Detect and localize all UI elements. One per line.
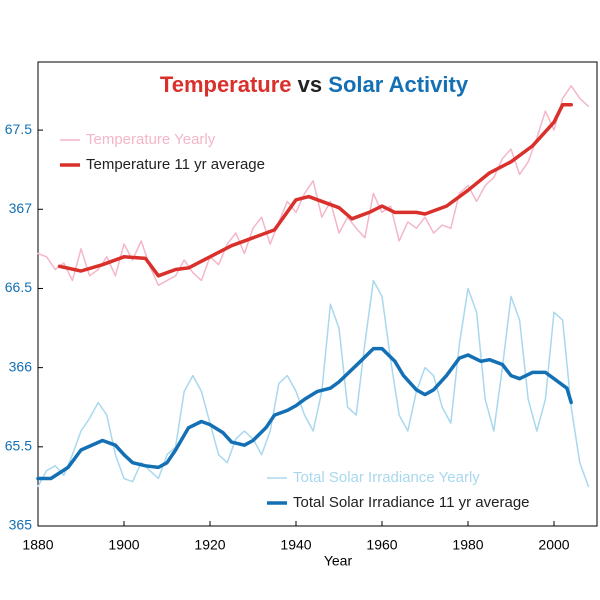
y-tick-label: 67.5 xyxy=(5,121,32,137)
x-tick-label: 1880 xyxy=(22,537,53,553)
series-line xyxy=(37,85,590,287)
y-tick-label: 65.5 xyxy=(5,438,32,454)
title-part: Temperature xyxy=(160,72,292,97)
y-tick-label: 367 xyxy=(9,200,33,216)
x-tick-label: 1900 xyxy=(108,537,139,553)
x-tick-label: 2000 xyxy=(538,537,569,553)
series-line xyxy=(36,346,573,481)
legend-label: Temperature 11 yr average xyxy=(86,156,265,173)
x-tick-label: 1980 xyxy=(452,537,483,553)
series-line xyxy=(37,279,590,488)
title-part: Solar Activity xyxy=(328,72,469,97)
title-part: vs xyxy=(298,72,322,97)
chart-title: Temperature vs Solar Activity xyxy=(160,72,469,97)
legend-label: Total Solar Irradiance 11 yr average xyxy=(293,494,530,511)
y-tick-label: 66.5 xyxy=(5,279,32,295)
x-tick-label: 1940 xyxy=(280,537,311,553)
legend-label: Temperature Yearly xyxy=(86,131,216,148)
x-tick-label: 1920 xyxy=(194,537,225,553)
x-tick-label: 1960 xyxy=(366,537,397,553)
legend-label: Total Solar Irradiance Yearly xyxy=(293,469,480,486)
y-tick-label: 365 xyxy=(9,517,33,533)
series-line xyxy=(57,103,573,278)
y-tick-label: 366 xyxy=(9,358,33,374)
plot-frame xyxy=(37,61,598,527)
x-axis-label: Year xyxy=(324,553,353,569)
